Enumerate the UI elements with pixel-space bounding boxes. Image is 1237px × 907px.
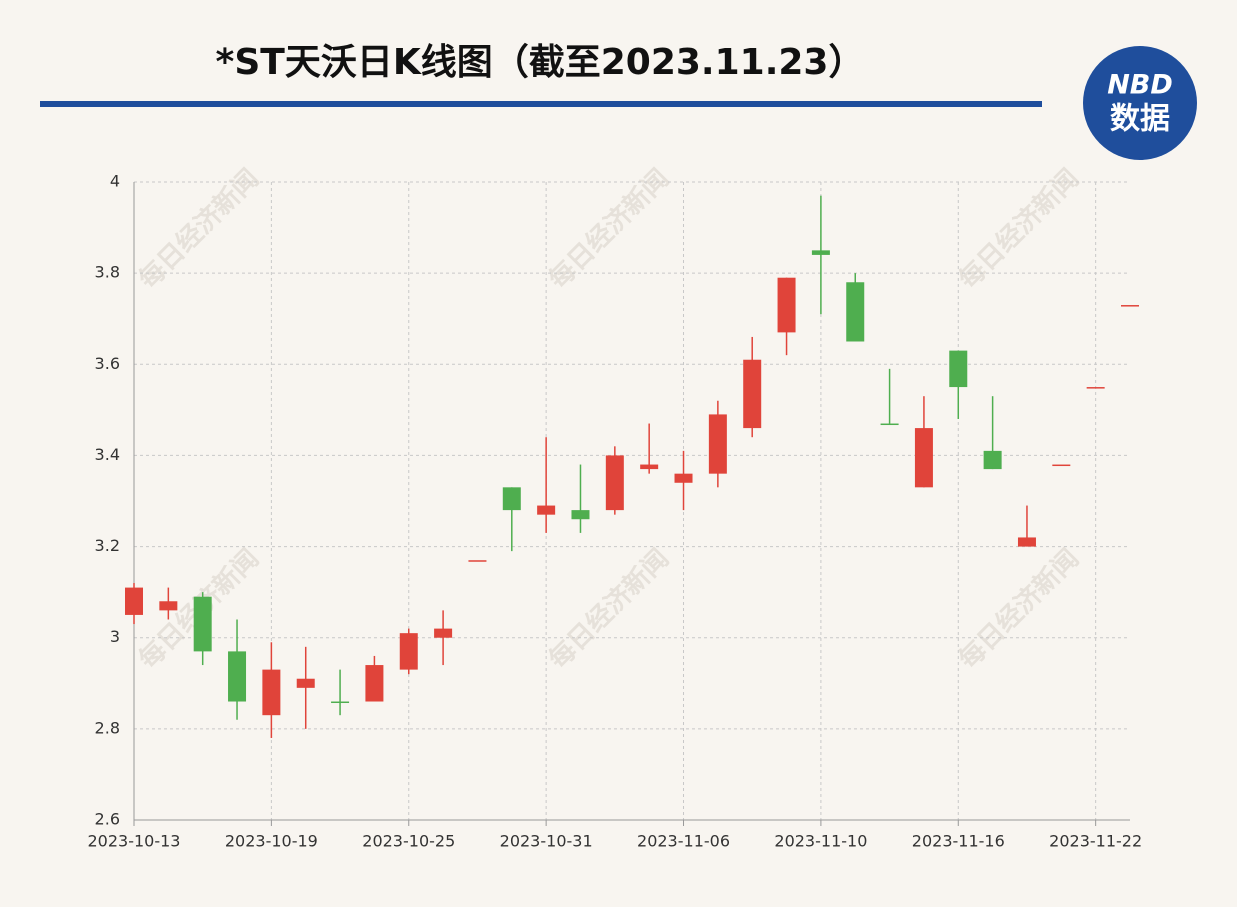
candle-body [1086, 387, 1105, 389]
candle-body [193, 596, 212, 652]
logo-text: NBD [1107, 70, 1173, 101]
candle-body [468, 560, 487, 562]
watermark: 每日经济新闻 [133, 163, 265, 295]
candle-body [125, 587, 143, 615]
candle-body [914, 428, 933, 488]
candle-body [296, 678, 315, 688]
candle-body [502, 487, 521, 511]
candle-body [331, 701, 350, 704]
candle-body [1052, 464, 1071, 467]
x-tick-label: 2023-11-10 [774, 832, 867, 851]
logo-text: 数据 [1110, 102, 1170, 137]
y-tick-label: 2.6 [95, 810, 120, 829]
candle-body [1121, 305, 1139, 307]
candle-body [571, 510, 590, 520]
watermark: 每日经济新闻 [953, 163, 1085, 295]
x-tick-label: 2023-11-16 [912, 832, 1005, 851]
candle-body [777, 277, 796, 333]
watermark: 每日经济新闻 [543, 543, 675, 675]
y-tick-label: 3 [110, 627, 120, 646]
candle-body [537, 505, 556, 515]
candle-body [399, 633, 418, 670]
candle-body [674, 473, 693, 483]
candle-body [811, 250, 830, 255]
candle-body [159, 601, 178, 611]
candle-body [983, 450, 1002, 470]
y-tick-label: 3.4 [95, 445, 120, 464]
candle-body [228, 651, 247, 702]
candle-body [846, 282, 865, 342]
candle-body [1017, 537, 1036, 547]
y-tick-label: 3.8 [95, 263, 120, 282]
x-tick-label: 2023-11-06 [637, 832, 730, 851]
candle-body [949, 350, 968, 388]
y-tick-label: 3.6 [95, 354, 120, 373]
y-tick-label: 3.2 [95, 536, 120, 555]
watermark: 每日经济新闻 [543, 163, 675, 295]
candle-body [434, 628, 453, 638]
candle-body [708, 414, 727, 474]
candle-body [605, 455, 624, 511]
y-tick-label: 2.8 [95, 718, 120, 737]
x-tick-label: 2023-10-25 [362, 832, 455, 851]
x-tick-label: 2023-10-19 [225, 832, 318, 851]
title-underline [40, 101, 1042, 107]
candle-body [743, 359, 762, 429]
watermark: 每日经济新闻 [953, 543, 1085, 675]
logo: NBD 数据 [1083, 46, 1197, 160]
chart-title: *ST天沃日K线图（截至2023.11.23） [216, 42, 865, 83]
logo-circle [1083, 46, 1197, 160]
candle-body [262, 669, 281, 716]
x-tick-label: 2023-10-31 [500, 832, 593, 851]
x-tick-label: 2023-11-22 [1049, 832, 1142, 851]
candle-body [880, 423, 899, 426]
y-tick-label: 4 [110, 172, 120, 191]
x-tick-label: 2023-10-13 [88, 832, 181, 851]
candle-body [365, 665, 384, 702]
candle-body [640, 464, 659, 470]
